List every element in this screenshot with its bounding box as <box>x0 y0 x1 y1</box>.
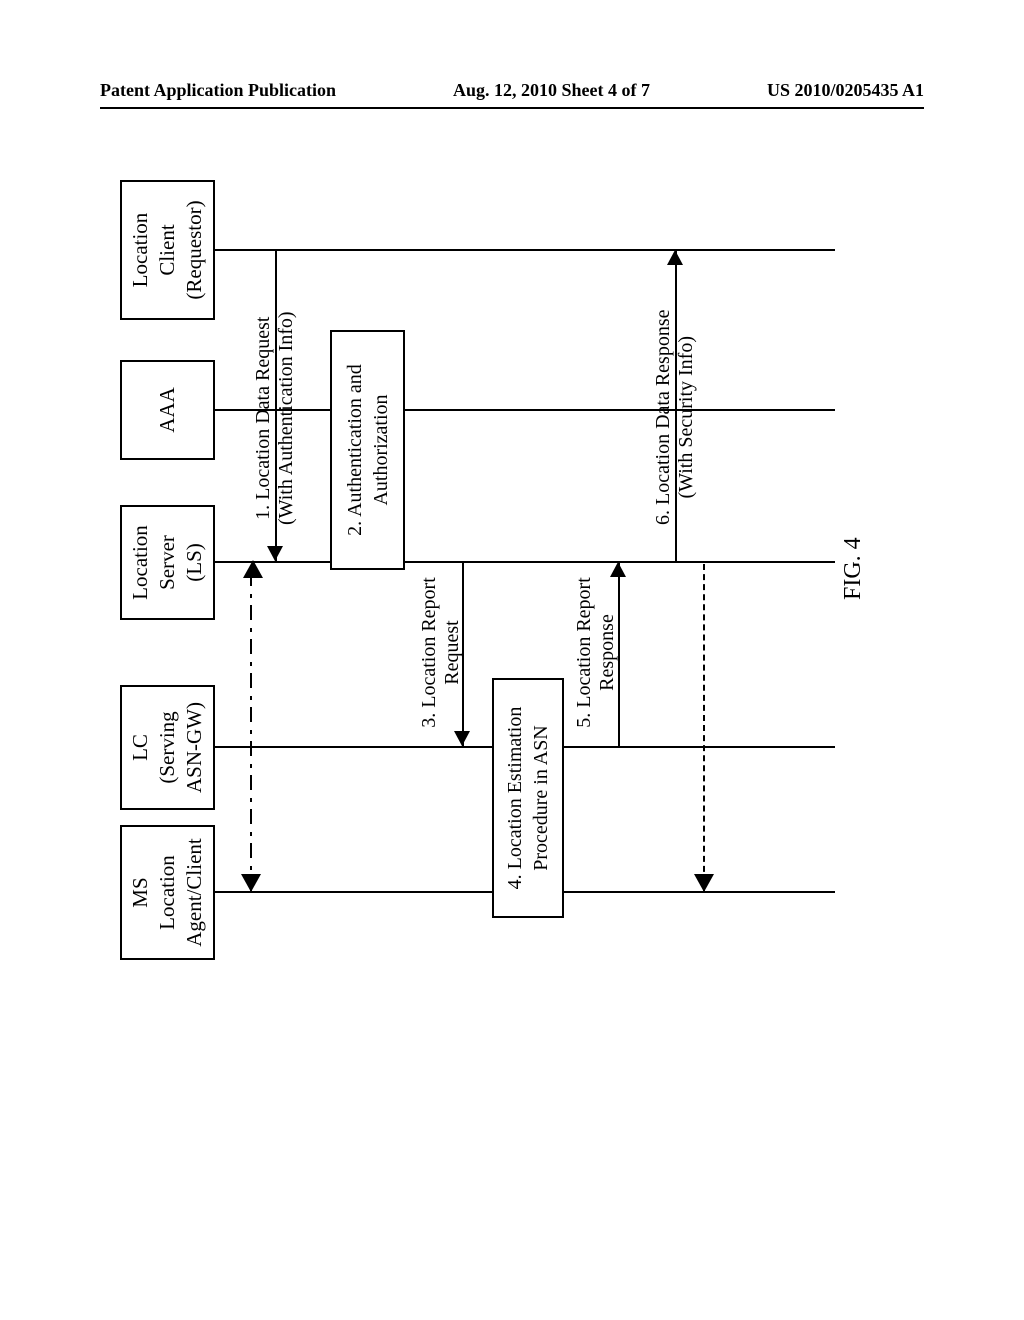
msg1-l1: 1. Location Data Request <box>252 311 275 525</box>
entity-aaa: AAA <box>120 360 215 460</box>
proc2-l2: Authorization <box>368 394 394 505</box>
sequence-diagram: MS Location Agent/Client LC (Serving ASN… <box>120 180 1024 960</box>
proc4-box: 4. Location Estimation Procedure in ASN <box>492 678 564 918</box>
entity-lc: LC (Serving ASN-GW) <box>120 685 215 810</box>
msg6-label: 6. Location Data Response (With Security… <box>652 310 698 526</box>
entity-ls-l3: (LS) <box>181 543 208 582</box>
entity-ms: MS Location Agent/Client <box>120 825 215 960</box>
page-header: Patent Application Publication Aug. 12, … <box>100 80 924 101</box>
msg5-l2: Response <box>596 570 619 735</box>
msg6-arrow <box>667 250 683 265</box>
entity-lc-l2: (Serving <box>154 711 181 783</box>
entity-req: Location Client (Requestor) <box>120 180 215 320</box>
entity-ls-l1: Location <box>127 525 154 600</box>
msg1-l2: (With Authentication Info) <box>275 311 298 525</box>
dashdot-top <box>250 564 252 892</box>
entity-ls-l2: Server <box>154 535 181 590</box>
msg1-label: 1. Location Data Request (With Authentic… <box>252 311 298 525</box>
entity-req-l2: Client <box>154 224 181 275</box>
header-rule <box>100 107 924 109</box>
entity-ls: Location Server (LS) <box>120 505 215 620</box>
header-center: Aug. 12, 2010 Sheet 4 of 7 <box>453 80 650 101</box>
proc2-l1: 2. Authentication and <box>342 364 368 536</box>
dashed-bottom <box>703 564 705 892</box>
msg5-label: 5. Location Report Response <box>573 570 619 735</box>
proc4-l1: 4. Location Estimation <box>502 707 528 890</box>
entity-ms-l3: Agent/Client <box>181 838 208 947</box>
entity-req-l1: Location <box>127 213 154 288</box>
header-right: US 2010/0205435 A1 <box>767 80 924 101</box>
entity-aaa-l1: AAA <box>154 387 181 433</box>
msg3-label: 3. Location Report Request <box>418 570 464 735</box>
dashed-arrow-left <box>694 874 714 892</box>
msg3-l2: Request <box>441 570 464 735</box>
msg5-l1: 5. Location Report <box>573 570 596 735</box>
dashdot-arrow-left <box>241 874 261 892</box>
msg6-l1: 6. Location Data Response <box>652 310 675 526</box>
lifeline-req <box>215 249 835 251</box>
proc4-l2: Procedure in ASN <box>528 725 554 871</box>
msg1-arrow <box>267 546 283 561</box>
dashdot-arrow-right <box>243 560 263 578</box>
header-left: Patent Application Publication <box>100 80 336 101</box>
entity-req-l3: (Requestor) <box>181 200 208 299</box>
proc2-box: 2. Authentication and Authorization <box>330 330 405 570</box>
entity-ms-l1: MS <box>127 877 154 907</box>
msg3-l1: 3. Location Report <box>418 570 441 735</box>
entity-lc-l3: ASN-GW) <box>181 702 208 793</box>
lifeline-ls <box>215 561 835 563</box>
figure-label: FIG. 4 <box>840 537 867 600</box>
entity-lc-l1: LC <box>127 734 154 761</box>
msg6-l2: (With Security Info) <box>675 310 698 526</box>
entity-ms-l2: Location <box>154 855 181 930</box>
lifeline-aaa <box>215 409 835 411</box>
